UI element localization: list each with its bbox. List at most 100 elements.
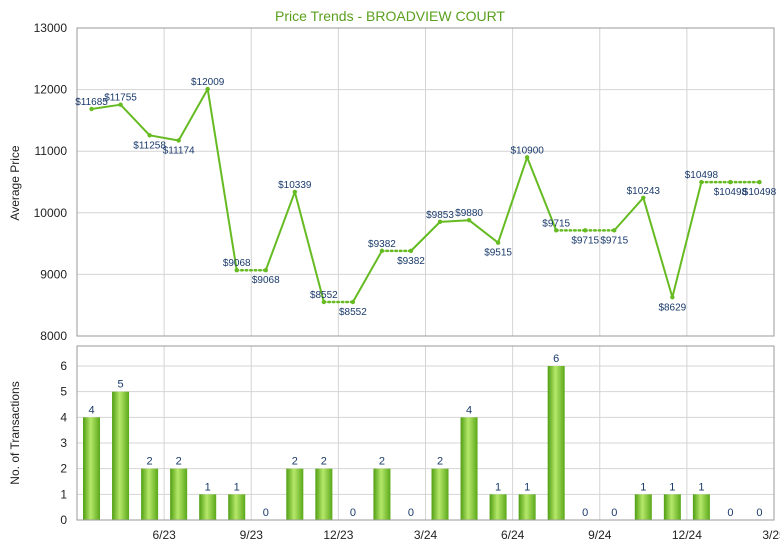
transactions-y-tick-label: 2	[60, 462, 67, 476]
price-data-label: $9715	[542, 218, 570, 229]
transactions-bar	[228, 494, 246, 520]
price-data-label: $10339	[278, 180, 312, 191]
price-line-segment	[90, 103, 122, 111]
transactions-bar	[83, 417, 101, 520]
price-point	[118, 102, 123, 107]
price-point	[670, 295, 675, 300]
transactions-data-label: 4	[466, 404, 472, 416]
price-point	[495, 240, 501, 245]
price-line-segment	[497, 156, 529, 244]
transactions-bar	[199, 494, 217, 520]
price-point	[263, 268, 268, 273]
price-data-label: $9382	[397, 256, 425, 267]
transactions-x-ticks: 6/23 9/23 12/23 3/24 6/24 9/24 12/24 3/25	[152, 528, 780, 542]
price-data-label: $9880	[455, 208, 483, 219]
price-line-segment	[439, 219, 471, 223]
price-data-label: $12009	[191, 77, 225, 88]
transactions-bar	[373, 468, 391, 520]
transactions-bar	[634, 494, 652, 520]
price-data-label: $10498	[743, 187, 777, 198]
transactions-data-label: 6	[553, 353, 559, 365]
transactions-data-labels: 4 5 2 2 1 1 0 2 2 0 2 0 2 4 1 1 6 0 0 1 1 1 0 0	[88, 353, 762, 519]
price-line-segment	[264, 190, 296, 272]
price-point	[147, 133, 152, 138]
transactions-bar	[431, 468, 449, 520]
transactions-data-label: 1	[234, 481, 240, 493]
price-point	[321, 299, 327, 305]
price-point	[699, 179, 704, 185]
price-point	[524, 155, 530, 160]
transactions-bar	[518, 494, 536, 520]
transactions-y-tick-label: 0	[60, 513, 67, 527]
price-line-segment	[409, 220, 442, 252]
price-line-segment	[206, 88, 238, 272]
price-data-label: $8552	[339, 307, 367, 318]
price-data-label: $11174	[163, 145, 195, 156]
transactions-x-tick-label: 12/23	[323, 528, 353, 542]
price-data-label: $8552	[310, 290, 338, 301]
price-y-tick-label: 12000	[34, 83, 68, 97]
price-line-segment	[177, 88, 209, 142]
price-point	[205, 86, 210, 92]
transactions-bar	[692, 494, 710, 520]
price-point	[757, 179, 762, 185]
price-line-segment	[671, 181, 703, 299]
transactions-data-label: 1	[524, 481, 530, 493]
price-point	[176, 138, 181, 143]
transactions-bar	[460, 417, 478, 520]
price-data-labels: $11685$11755 $11258$11174 $12009 $9068$9068…	[75, 77, 776, 318]
transactions-data-label: 4	[88, 404, 94, 416]
transactions-plot-frame	[76, 345, 775, 521]
price-data-label: $9382	[368, 239, 396, 250]
price-point	[89, 106, 94, 112]
price-point	[292, 189, 298, 195]
price-data-label: $11755	[104, 93, 137, 104]
price-data-label: $9853	[426, 210, 454, 221]
transactions-data-label: 2	[321, 456, 327, 468]
transactions-bar	[286, 468, 304, 520]
transactions-data-label: 1	[495, 481, 501, 493]
transactions-x-tick-label: 6/24	[501, 528, 525, 542]
price-y-tick-label: 13000	[34, 21, 68, 35]
transactions-data-label: 1	[205, 481, 211, 493]
transactions-data-label: 1	[640, 481, 646, 493]
transactions-y-tick-label: 6	[60, 359, 67, 373]
transactions-y-tick-label: 3	[60, 436, 67, 450]
transactions-bar	[112, 391, 130, 520]
price-y-tick-label: 10000	[34, 206, 68, 220]
price-data-label: $11258	[133, 140, 166, 151]
price-point	[728, 179, 733, 185]
price-data-label: $9715	[571, 235, 599, 246]
transactions-data-label: 2	[437, 456, 443, 468]
price-series	[89, 86, 762, 305]
transactions-y-axis-label: No. of Transactions	[8, 381, 22, 484]
price-line-segment	[613, 196, 645, 232]
price-data-label: $9715	[600, 235, 628, 246]
price-point	[583, 228, 588, 233]
price-point	[350, 299, 356, 305]
transactions-x-tick-label: 9/24	[588, 528, 612, 542]
transactions-data-label: 2	[379, 456, 385, 468]
transactions-bar	[547, 366, 565, 520]
transactions-bars	[83, 366, 710, 520]
price-line-segment	[148, 134, 180, 142]
price-data-label: $10900	[510, 145, 544, 156]
price-data-label: $9515	[484, 248, 512, 259]
price-data-label: $9068	[223, 258, 251, 269]
price-line-segment	[119, 103, 151, 137]
price-data-label: $9068	[252, 275, 280, 286]
price-point	[553, 228, 559, 233]
transactions-data-label: 2	[292, 456, 298, 468]
price-point	[437, 219, 443, 225]
transactions-bar	[315, 468, 333, 520]
price-point	[641, 195, 646, 201]
transactions-data-label: 1	[669, 481, 675, 493]
transactions-x-tick-label: 12/24	[672, 528, 702, 542]
transactions-data-label: 0	[611, 507, 617, 519]
price-point	[234, 268, 239, 273]
price-line-segment	[642, 196, 674, 299]
transactions-data-label: 0	[350, 507, 356, 519]
transactions-bar	[141, 468, 159, 520]
